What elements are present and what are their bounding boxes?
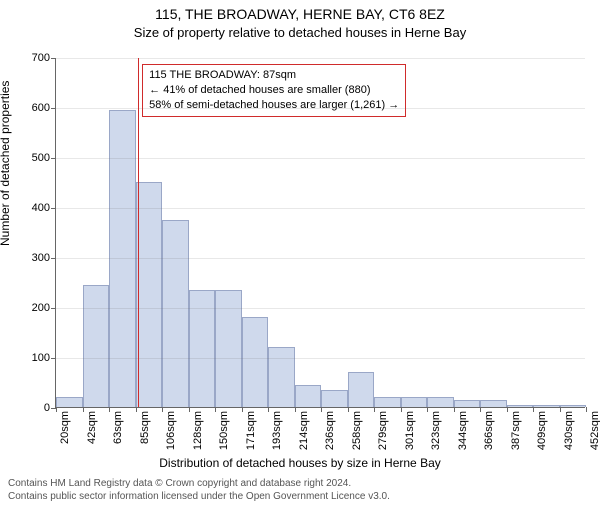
x-tick-label: 452sqm xyxy=(589,411,600,450)
x-tick-label: 193sqm xyxy=(271,411,283,450)
footer-line2: Contains public sector information licen… xyxy=(8,491,390,504)
histogram-bar xyxy=(401,397,428,407)
x-tick-label: 128sqm xyxy=(192,411,204,450)
histogram-bar xyxy=(136,182,163,407)
property-size-marker xyxy=(138,58,139,407)
y-tick-label: 100 xyxy=(32,352,56,364)
histogram-bar xyxy=(374,397,401,407)
x-axis-label: Distribution of detached houses by size … xyxy=(0,456,600,470)
y-tick-label: 700 xyxy=(32,52,56,64)
footer-line1: Contains HM Land Registry data © Crown c… xyxy=(8,478,390,491)
y-axis-label: Number of detached properties xyxy=(0,81,12,246)
histogram-bar xyxy=(295,385,322,408)
x-tick-label: 63sqm xyxy=(112,411,124,444)
x-tick-label: 42sqm xyxy=(86,411,98,444)
histogram-bar xyxy=(268,347,295,407)
plot-area: 115 THE BROADWAY: 87sqm ← 41% of detache… xyxy=(55,58,585,408)
x-tick-label: 387sqm xyxy=(510,411,522,450)
x-tick-label: 214sqm xyxy=(298,411,310,450)
x-tick-label: 430sqm xyxy=(563,411,575,450)
histogram-bar xyxy=(560,405,587,408)
histogram-bar xyxy=(83,285,110,408)
x-tick-label: 150sqm xyxy=(218,411,230,450)
x-tick-label: 106sqm xyxy=(165,411,177,450)
histogram-bar xyxy=(162,220,189,408)
histogram-bar xyxy=(454,400,481,408)
x-tick-label: 323sqm xyxy=(430,411,442,450)
x-tick-label: 236sqm xyxy=(324,411,336,450)
footer-attribution: Contains HM Land Registry data © Crown c… xyxy=(8,478,390,503)
histogram-bar xyxy=(507,405,534,408)
annotation-line3: 58% of semi-detached houses are larger (… xyxy=(149,98,399,113)
histogram-bar xyxy=(348,372,375,407)
annotation-line2: ← 41% of detached houses are smaller (88… xyxy=(149,83,399,98)
x-tick-label: 85sqm xyxy=(139,411,151,444)
histogram-bar xyxy=(480,400,507,408)
y-tick-label: 300 xyxy=(32,252,56,264)
chart-title-main: 115, THE BROADWAY, HERNE BAY, CT6 8EZ xyxy=(0,6,600,23)
annotation-line1: 115 THE BROADWAY: 87sqm xyxy=(149,68,399,83)
histogram-bar xyxy=(56,397,83,407)
y-tick-label: 200 xyxy=(32,302,56,314)
x-tick-label: 20sqm xyxy=(59,411,71,444)
chart-title-sub: Size of property relative to detached ho… xyxy=(0,25,600,41)
x-tick-label: 279sqm xyxy=(377,411,389,450)
y-tick-label: 0 xyxy=(44,402,56,414)
x-tick-label: 258sqm xyxy=(351,411,363,450)
histogram-bar xyxy=(427,397,454,407)
x-tick-label: 171sqm xyxy=(245,411,257,450)
histogram-bar xyxy=(321,390,348,408)
histogram-bar xyxy=(533,405,560,408)
x-tick-label: 366sqm xyxy=(483,411,495,450)
y-tick-label: 600 xyxy=(32,102,56,114)
y-tick-label: 400 xyxy=(32,202,56,214)
x-tick-label: 409sqm xyxy=(536,411,548,450)
x-tick-label: 344sqm xyxy=(457,411,469,450)
histogram-bar xyxy=(242,317,269,407)
x-tick-label: 301sqm xyxy=(404,411,416,450)
y-tick-label: 500 xyxy=(32,152,56,164)
chart-container: 115, THE BROADWAY, HERNE BAY, CT6 8EZ Si… xyxy=(0,6,600,506)
